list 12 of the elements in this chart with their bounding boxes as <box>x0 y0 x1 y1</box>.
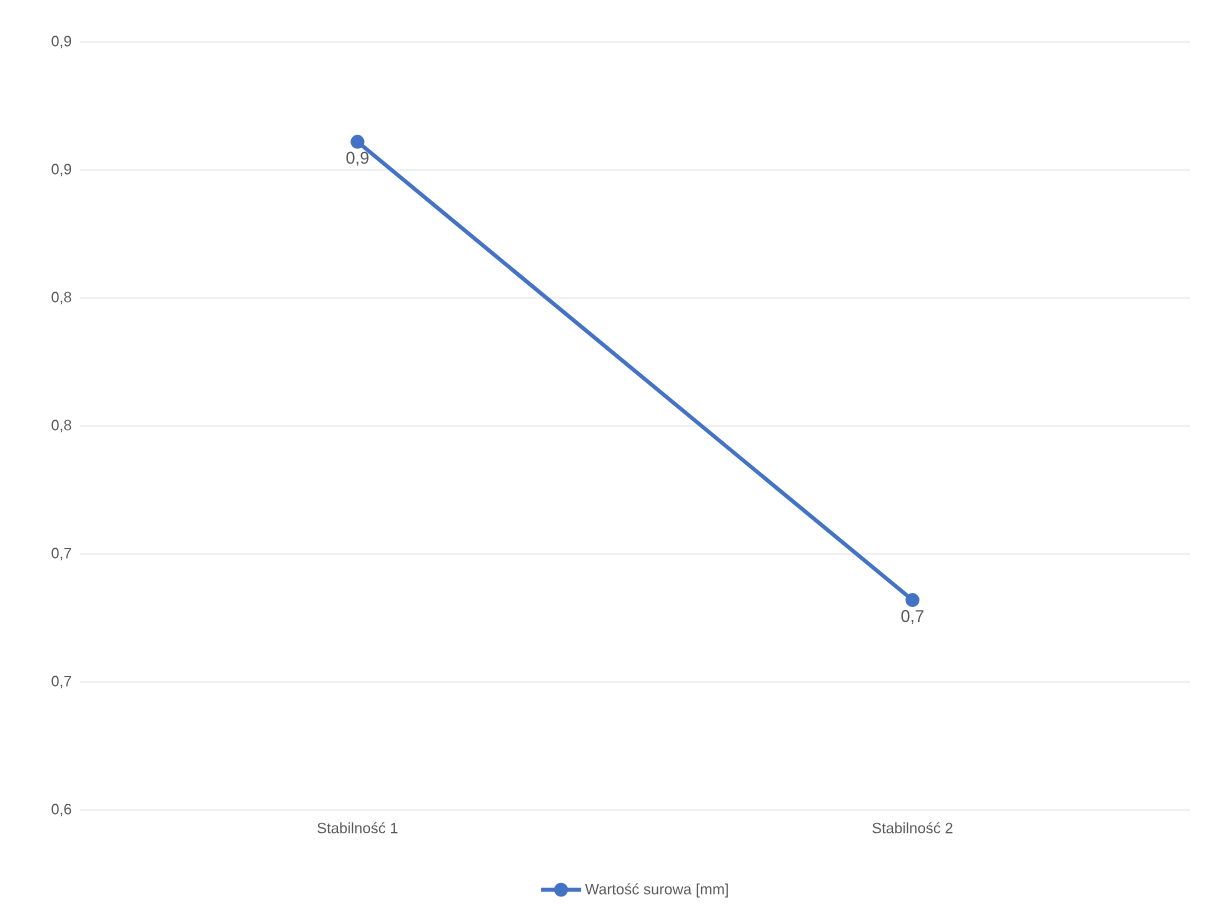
x-tick-label: Stabilność 1 <box>317 822 398 834</box>
y-tick-label: 0,7 <box>51 547 72 561</box>
y-tick-label: 0,8 <box>51 291 72 305</box>
y-tick-label: 0,6 <box>51 803 72 817</box>
data-label: 0,9 <box>346 151 369 166</box>
data-label: 0,7 <box>901 610 924 625</box>
legend-label: Wartość surowa [mm] <box>585 883 728 898</box>
x-tick-label: Stabilność 2 <box>872 822 953 834</box>
y-tick-label: 0,7 <box>51 675 72 689</box>
y-tick-label: 0,9 <box>51 35 72 49</box>
y-tick-label: 0,9 <box>51 163 72 177</box>
y-tick-label: 0,8 <box>51 419 72 433</box>
